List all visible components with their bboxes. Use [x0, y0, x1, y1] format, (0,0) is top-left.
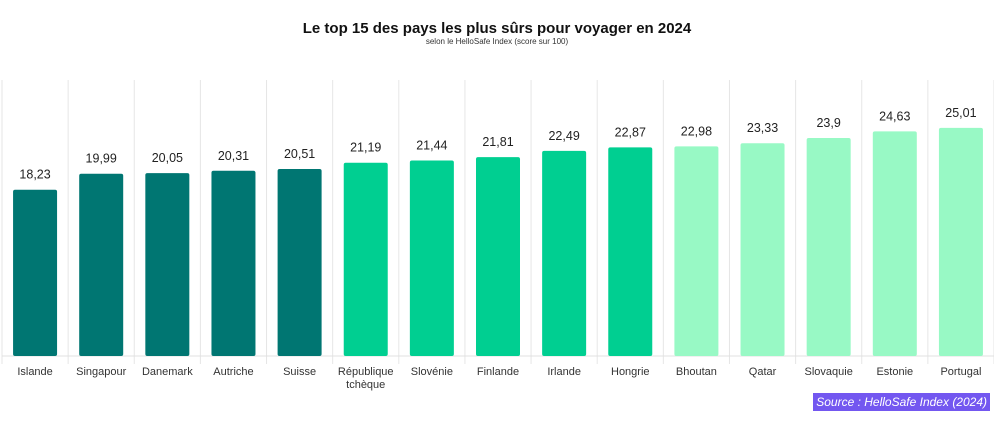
x-tick-label: tchèque [346, 379, 385, 391]
x-tick-label: Estonie [876, 366, 913, 378]
data-label: 24,63 [879, 109, 910, 123]
x-tick-label: Irlande [547, 366, 581, 378]
data-label: 22,49 [548, 129, 579, 143]
bar-singapour [79, 173, 124, 356]
bar-qatar [740, 143, 785, 356]
bar-autriche [211, 170, 256, 356]
data-label: 22,87 [615, 125, 646, 139]
data-label: 25,01 [945, 106, 976, 120]
x-tick-label: Islande [17, 366, 52, 378]
x-tick-label: Bhoutan [676, 366, 717, 378]
chart-title: Le top 15 des pays les plus sûrs pour vo… [302, 20, 692, 37]
data-label: 20,31 [218, 149, 249, 163]
data-label: 22,98 [681, 124, 712, 138]
bar-hongrie [608, 147, 653, 356]
bar-portugal [938, 127, 983, 356]
bar-danemark [145, 173, 190, 356]
data-label: 21,19 [350, 141, 381, 155]
data-label: 18,23 [19, 168, 50, 182]
data-label: 20,51 [284, 147, 315, 161]
x-tick-label: République [338, 366, 394, 378]
x-tick-label: Suisse [283, 366, 316, 378]
bar-république-tchèque [343, 162, 388, 356]
data-label: 19,99 [86, 152, 117, 166]
data-label: 21,81 [482, 135, 513, 149]
data-label: 23,33 [747, 121, 778, 135]
source-badge: Source : HelloSafe Index (2024) [813, 393, 990, 411]
bar-estonie [872, 131, 917, 356]
data-label: 21,44 [416, 138, 447, 152]
x-tick-label: Slovaquie [805, 366, 853, 378]
bar-finlande [476, 157, 520, 356]
x-tick-label: Hongrie [611, 366, 650, 378]
x-tick-label: Autriche [213, 366, 253, 378]
bar-islande [13, 189, 58, 356]
chart-subtitle: selon le HelloSafe Index (score sur 100) [425, 37, 569, 46]
bar-bhoutan [674, 146, 719, 356]
bar-suisse [277, 168, 322, 356]
x-tick-label: Portugal [940, 366, 981, 378]
x-tick-label: Singapour [76, 366, 126, 378]
data-label: 23,9 [816, 116, 840, 130]
x-tick-label: Danemark [142, 366, 193, 378]
x-tick-label: Slovénie [411, 366, 453, 378]
bar-slovénie [409, 160, 454, 356]
bar-slovaquie [806, 138, 851, 356]
x-tick-label: Qatar [749, 366, 777, 378]
data-label: 20,05 [152, 151, 183, 165]
x-tick-label: Finlande [477, 366, 519, 378]
bar-irlande [542, 150, 587, 356]
